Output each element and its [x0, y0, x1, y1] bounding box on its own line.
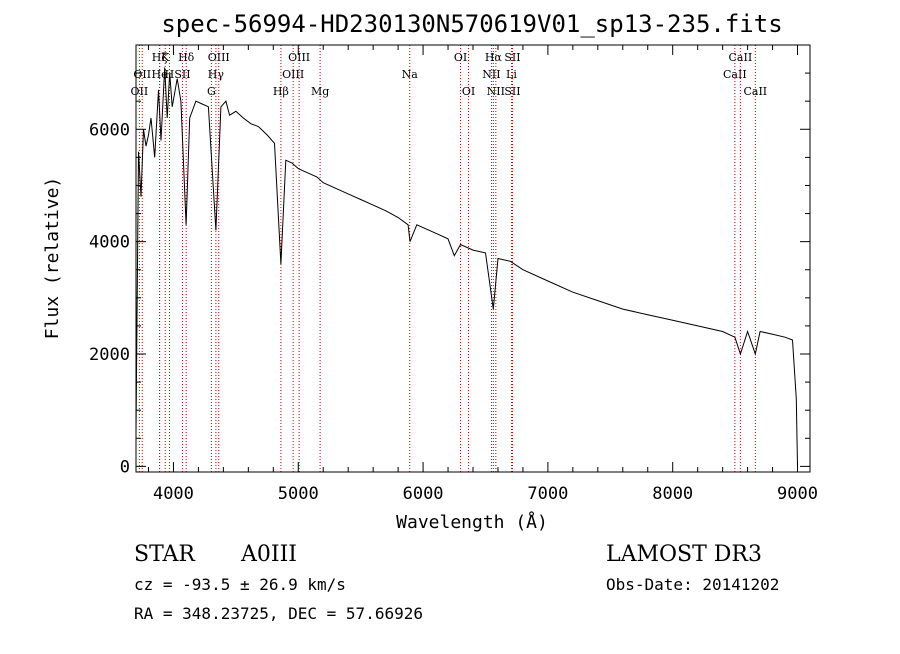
- x-tick-label: 7000: [527, 484, 568, 504]
- line-label-9: Hγ: [208, 68, 225, 81]
- coordinates: RA = 348.23725, DEC = 57.66926: [134, 604, 423, 623]
- line-label-3: He: [152, 68, 168, 81]
- observation-date: Obs-Date: 20141202: [606, 575, 779, 594]
- line-label-25: CaII: [729, 51, 753, 64]
- y-tick-label: 6000: [89, 120, 130, 140]
- object-subclass: A0III: [240, 542, 297, 567]
- x-tick-label: 8000: [652, 484, 693, 504]
- line-label-13: OIII: [288, 51, 310, 64]
- line-label-8: G: [207, 85, 216, 98]
- y-tick-label: 4000: [89, 233, 130, 253]
- line-label-11: Hβ: [273, 85, 289, 98]
- line-label-10: OIII: [208, 51, 230, 64]
- plot-frame: [135, 44, 811, 473]
- x-tick-label: 9000: [777, 484, 818, 504]
- survey-name: LAMOST DR3: [606, 542, 762, 567]
- line-label-15: Na: [402, 68, 419, 81]
- spectrum-series: [135, 67, 798, 467]
- line-label-18: NII: [482, 68, 500, 81]
- line-label-4: K: [161, 51, 170, 64]
- line-label-20: NII: [487, 85, 505, 98]
- line-label-24: CaII: [723, 68, 747, 81]
- x-tick-label: 4000: [153, 484, 194, 504]
- line-label-22: SII: [504, 85, 520, 98]
- x-axis: 4000 5000 6000 7000 8000 9000: [147, 45, 818, 504]
- line-label-6: SII: [174, 68, 190, 81]
- line-label-0: OII: [131, 85, 149, 98]
- object-class: STAR: [134, 542, 196, 567]
- y-axis-label: Flux (relative): [42, 177, 63, 340]
- x-tick-label: 6000: [403, 484, 444, 504]
- line-label-17: OI: [462, 85, 475, 98]
- x-tick-label: 5000: [278, 484, 319, 504]
- line-label-12: OIII: [282, 68, 304, 81]
- line-label-1: OII: [133, 68, 151, 81]
- line-label-14: Mg: [311, 85, 329, 98]
- line-label-7: Hδ: [178, 51, 195, 64]
- spectrum-line: [135, 67, 798, 467]
- line-label-26: CaII: [743, 85, 767, 98]
- line-label-19: Hα: [485, 51, 503, 64]
- y-tick-label: 2000: [89, 345, 130, 365]
- y-tick-label: 0: [120, 457, 130, 477]
- redshift-velocity: cz = -93.5 ± 26.9 km/s: [134, 575, 346, 594]
- y-axis: 0 2000 4000 6000: [89, 72, 810, 477]
- chart-title: spec-56994-HD230130N570619V01_sp13-235.f…: [161, 10, 782, 38]
- line-label-23: Li: [506, 68, 517, 81]
- line-label-16: OI: [454, 51, 467, 64]
- x-axis-label: Wavelength (Å): [396, 511, 548, 533]
